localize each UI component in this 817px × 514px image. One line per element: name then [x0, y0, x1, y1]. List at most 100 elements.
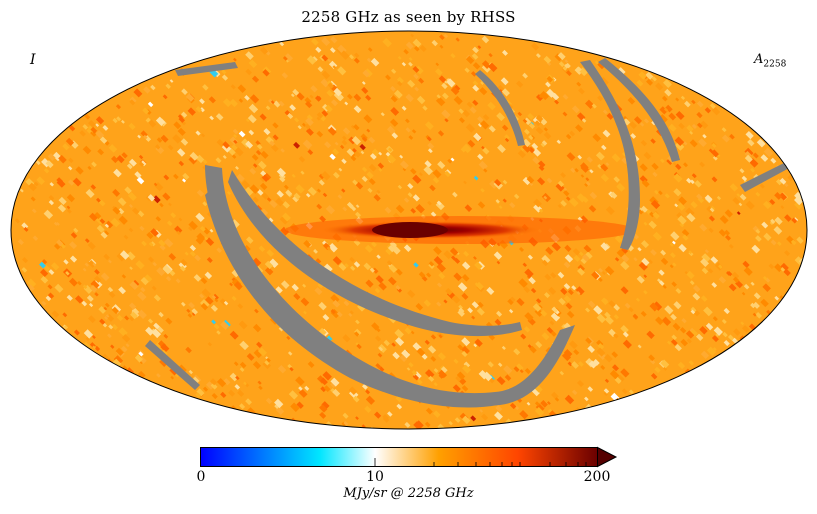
map-pixel	[643, 274, 648, 279]
map-pixel	[773, 226, 783, 235]
map-pixel	[354, 52, 360, 58]
map-pixel	[266, 357, 271, 363]
map-pixel	[137, 291, 147, 301]
map-pixel	[66, 294, 73, 301]
map-pixel	[405, 118, 410, 124]
map-pixel	[452, 384, 461, 393]
map-pixel	[504, 137, 510, 143]
map-pixel	[163, 333, 169, 339]
map-pixel	[174, 225, 183, 234]
map-pixel	[17, 238, 24, 246]
map-pixel	[403, 197, 410, 203]
map-pixel	[640, 240, 650, 249]
map-pixel	[395, 204, 405, 214]
map-pixel	[668, 123, 677, 132]
map-pixel	[385, 74, 391, 81]
map-pixel	[465, 123, 476, 133]
map-pixel	[222, 155, 227, 159]
map-pixel	[316, 130, 324, 138]
map-pixel	[406, 367, 411, 371]
map-pixel	[673, 301, 682, 310]
map-pixel	[121, 274, 127, 279]
map-pixel	[774, 216, 783, 225]
map-pixel	[722, 331, 728, 338]
map-pixel	[141, 240, 147, 247]
map-pixel	[563, 349, 573, 358]
map-pixel	[129, 281, 139, 291]
map-pixel	[546, 326, 554, 334]
map-pixel	[108, 144, 118, 153]
map-pixel	[652, 301, 663, 311]
map-pixel	[430, 211, 437, 218]
map-pixel	[600, 364, 606, 370]
map-pixel	[280, 226, 290, 236]
map-pixel	[265, 105, 271, 111]
map-pixel	[14, 218, 21, 224]
map-pixel	[317, 66, 324, 73]
map-pixel	[361, 136, 368, 143]
map-pixel	[627, 97, 636, 105]
map-pixel	[565, 70, 572, 77]
map-pixel	[165, 83, 171, 90]
map-pixel	[85, 189, 95, 199]
map-pixel	[621, 254, 630, 263]
map-pixel	[321, 171, 331, 181]
map-pixel	[134, 171, 142, 179]
map-pixel	[616, 182, 626, 192]
map-pixel	[562, 93, 569, 100]
map-pixel	[472, 80, 479, 87]
map-pixel	[239, 340, 249, 351]
map-pixel	[291, 283, 299, 292]
map-pixel	[413, 374, 420, 381]
map-pixel	[507, 298, 514, 306]
map-pixel	[614, 257, 620, 262]
map-pixel	[298, 389, 308, 398]
map-pixel	[295, 184, 305, 194]
map-pixel	[348, 136, 357, 145]
map-pixel	[385, 248, 393, 256]
map-pixel	[316, 188, 322, 193]
map-pixel	[245, 51, 254, 60]
map-pixel	[88, 120, 96, 128]
map-pixel	[396, 76, 404, 84]
map-pixel	[523, 128, 530, 135]
map-pixel	[343, 421, 349, 427]
map-pixel	[330, 377, 340, 387]
map-pixel	[116, 252, 126, 262]
map-pixel	[574, 167, 579, 173]
map-pixel	[584, 183, 588, 187]
map-pixel	[258, 385, 263, 390]
map-pixel	[233, 281, 243, 291]
map-pixel	[526, 275, 531, 280]
noise-pixels	[14, 33, 807, 429]
map-pixel	[624, 302, 631, 309]
map-pixel	[84, 113, 91, 120]
map-pixel	[95, 123, 100, 127]
map-pixel	[691, 173, 697, 179]
map-pixel	[180, 301, 186, 307]
map-pixel	[554, 99, 559, 105]
map-pixel	[750, 302, 756, 309]
map-pixel	[713, 326, 723, 336]
mask-arc-right-2	[598, 58, 680, 162]
map-pixel	[70, 255, 78, 263]
map-pixel	[632, 313, 639, 320]
map-pixel	[731, 271, 740, 280]
map-pixel	[156, 373, 161, 378]
map-pixel	[700, 258, 710, 268]
map-pixel	[388, 147, 393, 152]
map-pixel	[437, 423, 445, 429]
map-pixel	[181, 88, 188, 96]
map-pixel	[640, 205, 648, 213]
map-pixel	[245, 140, 254, 149]
map-pixel	[399, 160, 409, 170]
map-pixel	[145, 195, 152, 202]
map-pixel	[410, 33, 414, 38]
map-pixel	[187, 313, 193, 318]
map-pixel	[327, 58, 332, 63]
map-pixel	[96, 224, 105, 233]
map-pixel	[704, 249, 709, 254]
map-pixel	[375, 363, 382, 369]
map-pixel	[402, 167, 407, 172]
